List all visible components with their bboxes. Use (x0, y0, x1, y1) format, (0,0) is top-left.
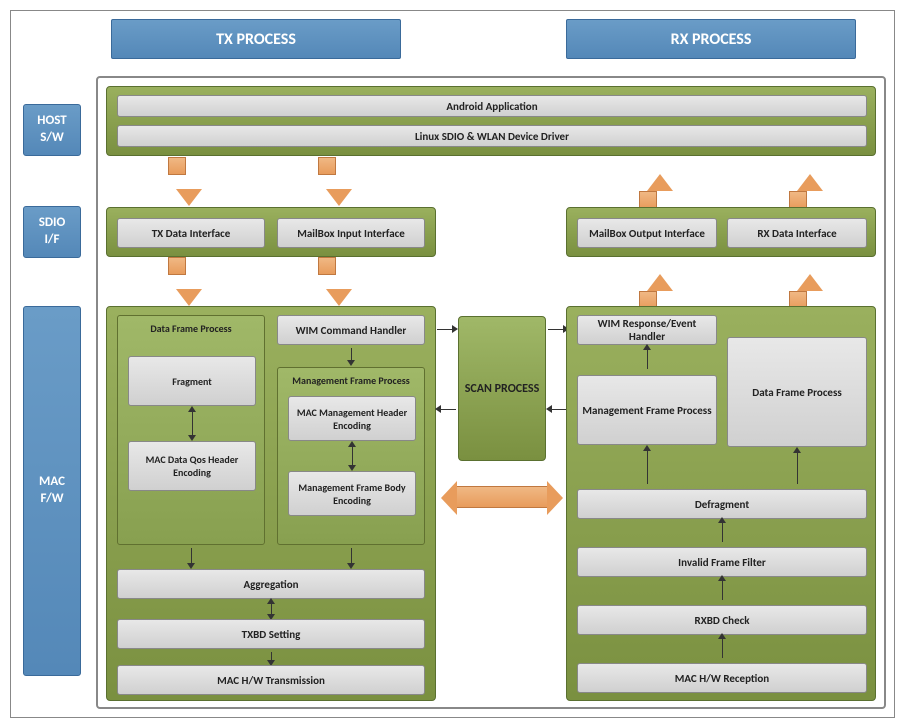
rx-data-interface: RX Data Interface (727, 218, 867, 248)
tx-mgmt-frame-title: Management Frame Process (278, 374, 424, 387)
linux-driver-box: Linux SDIO & WLAN Device Driver (117, 125, 867, 147)
tx-process-header: TX PROCESS (111, 19, 401, 59)
host-panel: Android Application Linux SDIO & WLAN De… (106, 86, 876, 156)
qos-header-box: MAC Data Qos Header Encoding (128, 441, 256, 491)
arrow-hw-rxbd (722, 638, 723, 658)
wim-response-box: WIM Response/Event Handler (577, 315, 717, 345)
tx-data-frame-title: Data Frame Process (118, 322, 264, 335)
arrow-rx-mgmt-to-scan (551, 409, 567, 410)
tx-data-interface: TX Data Interface (117, 218, 265, 248)
arrow-wim-to-scan (437, 329, 453, 330)
arrow-frag-qos (192, 411, 193, 436)
arrow-iff-defrag (722, 522, 723, 542)
arrow-df-agg (191, 548, 192, 564)
rx-process-header: RX PROCESS (566, 19, 856, 59)
mac-fw-label: MAC F/W (23, 306, 81, 676)
tx-rx-bidir-arrow (456, 486, 548, 508)
arrow-scan-to-wim-resp (548, 329, 564, 330)
android-app-box: Android Application (117, 95, 867, 117)
wim-command-handler: WIM Command Handler (277, 315, 425, 345)
tx-data-frame-sub: Data Frame Process Fragment MAC Data Qos… (117, 315, 265, 545)
host-sw-label: HOST S/W (23, 104, 81, 156)
arrow-defrag-df (797, 452, 798, 484)
hw-rx-box: MAC H/W Reception (577, 663, 867, 693)
tx-mgmt-frame-sub: Management Frame Process MAC Management … (277, 367, 425, 545)
invalid-filter-box: Invalid Frame Filter (577, 547, 867, 577)
mac-tx-panel: Data Frame Process Fragment MAC Data Qos… (106, 306, 436, 701)
arrow-mgmt-hb (352, 446, 353, 466)
rx-data-frame-box: Data Frame Process (727, 337, 867, 447)
fragment-box: Fragment (128, 356, 256, 406)
defragment-box: Defragment (577, 489, 867, 519)
mgmt-header-box: MAC Management Header Encoding (288, 396, 416, 441)
mgmt-body-box: Management Frame Body Encoding (288, 471, 416, 516)
sdio-if-label: SDIO I/F (23, 206, 81, 258)
arrow-wim-mgmt (351, 348, 352, 361)
sdio-rx-panel: MailBox Output Interface RX Data Interfa… (566, 207, 876, 257)
mac-rx-panel: WIM Response/Event Handler Data Frame Pr… (566, 306, 876, 701)
arrow-agg-txbd (271, 603, 272, 615)
arrow-mgmt-to-wim (647, 349, 648, 369)
aggregation-box: Aggregation (117, 569, 425, 599)
arrow-scan-to-mgmt (440, 409, 456, 410)
hw-tx-box: MAC H/W Transmission (117, 665, 425, 695)
arrow-defrag-mgmt (647, 450, 648, 484)
txbd-box: TXBD Setting (117, 619, 425, 649)
mailbox-output-interface: MailBox Output Interface (577, 218, 717, 248)
arrow-rxbd-iff (722, 580, 723, 600)
mailbox-input-interface: MailBox Input Interface (277, 218, 425, 248)
sdio-tx-panel: TX Data Interface MailBox Input Interfac… (106, 207, 436, 257)
scan-process-box: SCAN PROCESS (458, 316, 546, 461)
rx-mgmt-frame-box: Management Frame Process (577, 375, 717, 445)
rxbd-box: RXBD Check (577, 605, 867, 635)
arrow-txbd-hw (271, 652, 272, 661)
diagram-frame: TX PROCESS RX PROCESS HOST S/W SDIO I/F … (10, 10, 895, 718)
arrow-mf-agg (351, 548, 352, 564)
